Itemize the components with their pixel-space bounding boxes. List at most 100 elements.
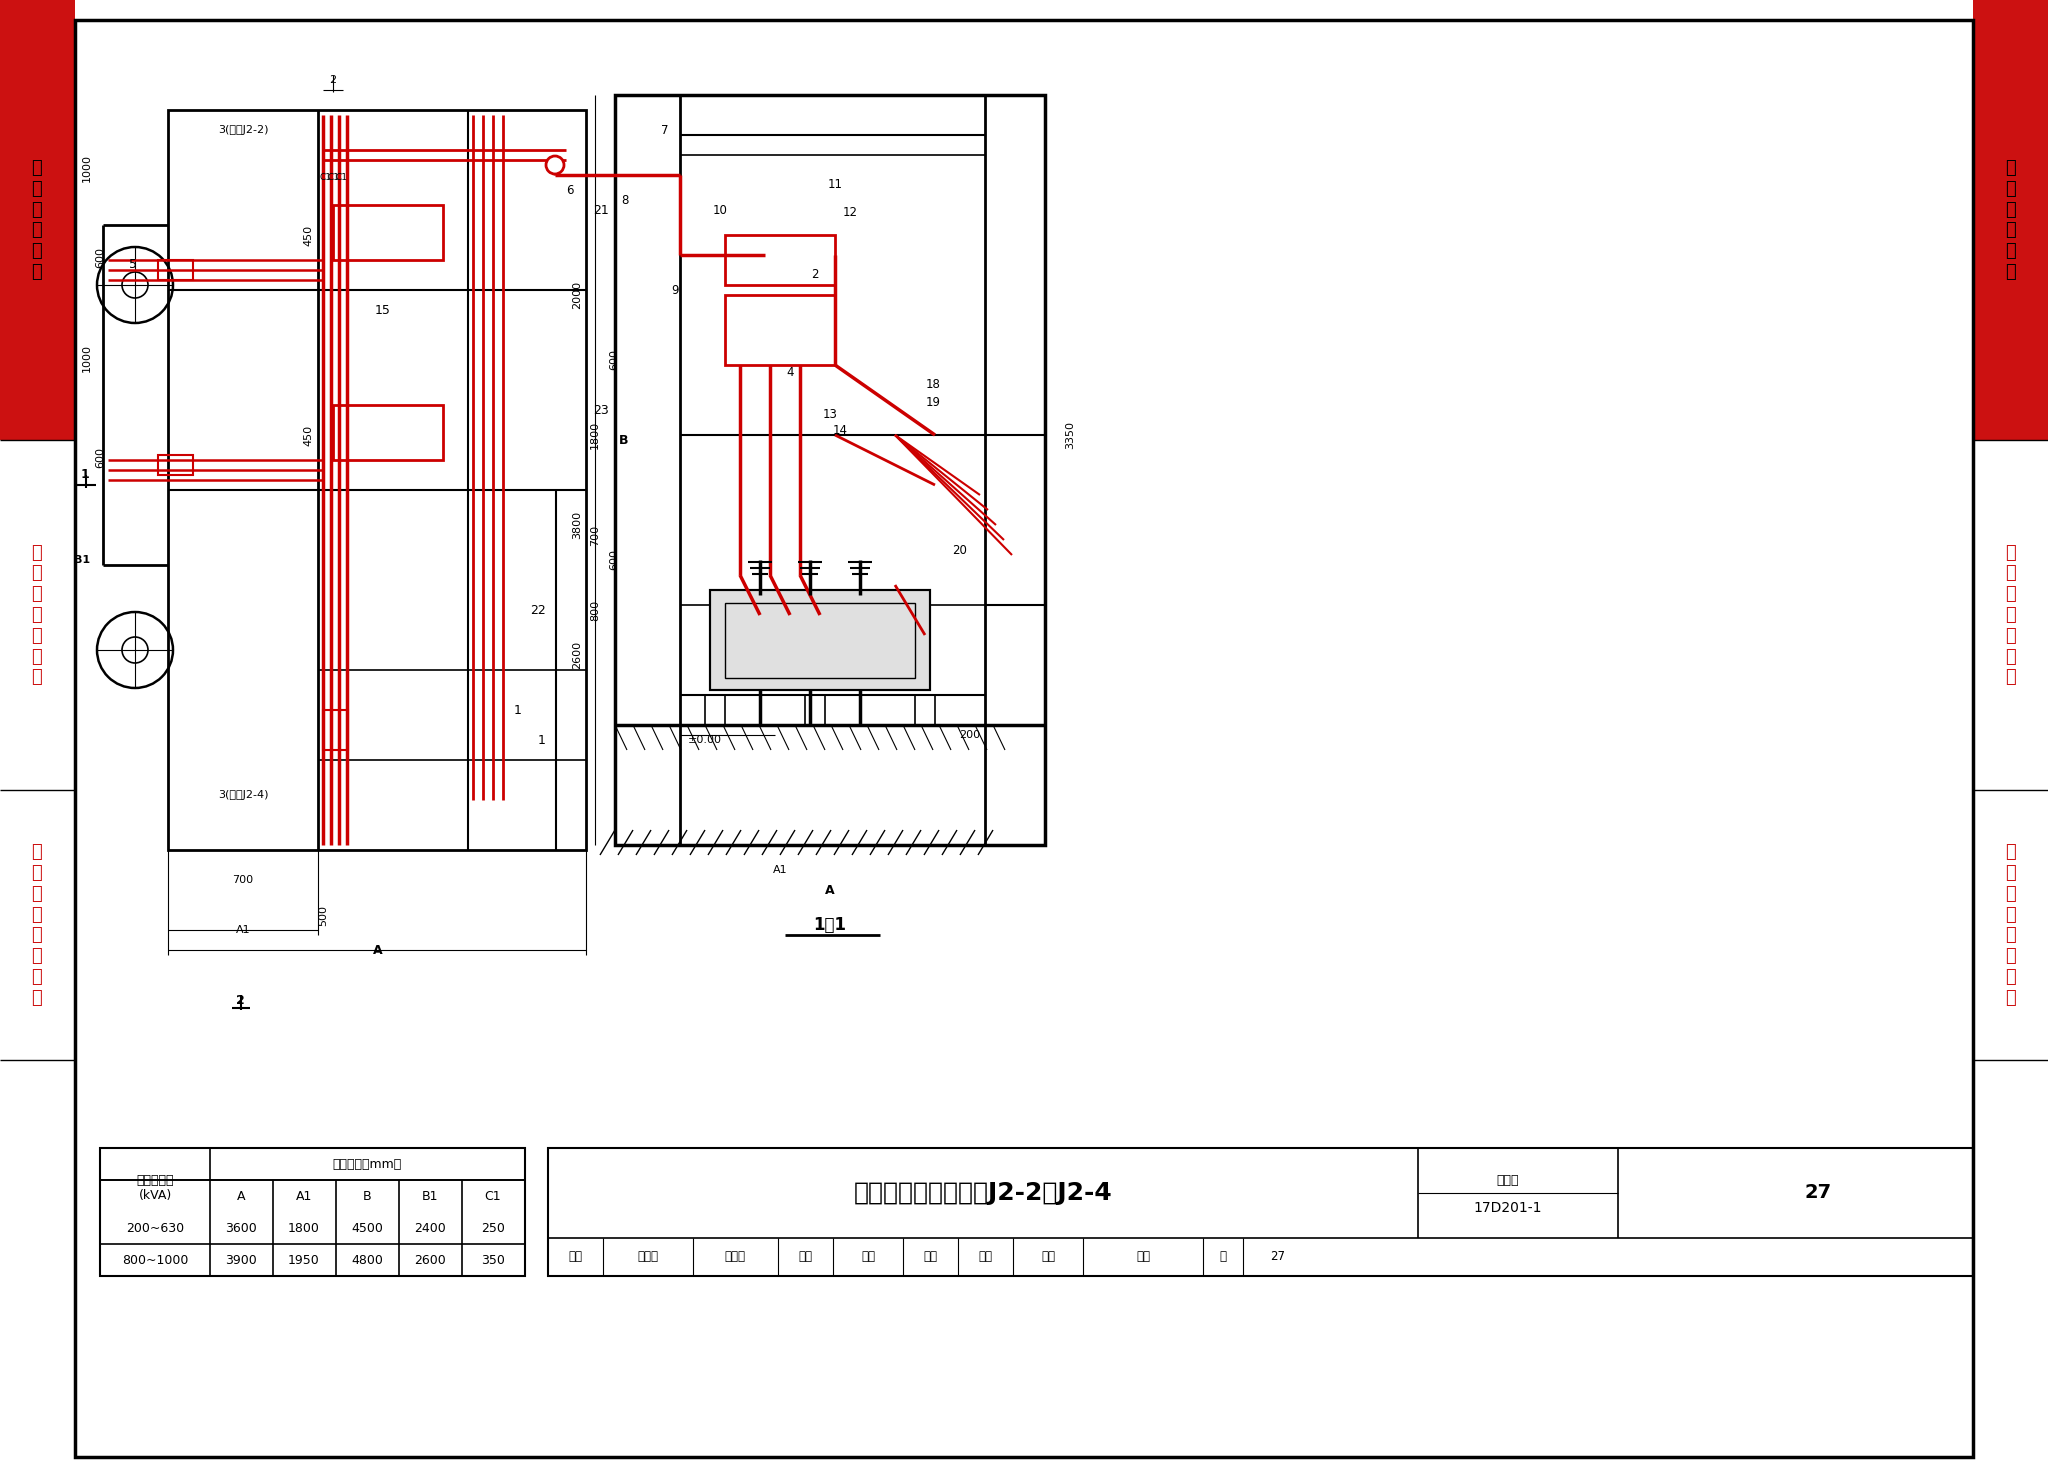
Bar	[725, 235, 836, 285]
Text: 5: 5	[129, 258, 137, 272]
Text: 20: 20	[952, 544, 967, 557]
Text: 23: 23	[594, 403, 608, 417]
Text: 陈旭: 陈旭	[860, 1251, 874, 1263]
Text: B1: B1	[422, 1189, 438, 1202]
Text: 1000: 1000	[82, 154, 92, 182]
Text: 18: 18	[926, 378, 940, 391]
Bar	[334, 205, 442, 260]
Bar	[334, 405, 442, 459]
Text: 4: 4	[786, 366, 795, 380]
Text: 3900: 3900	[225, 1254, 256, 1266]
Text: 17D201-1: 17D201-1	[1475, 1201, 1542, 1216]
Text: 2600: 2600	[414, 1254, 446, 1266]
Text: 19: 19	[926, 396, 940, 409]
Text: 3600: 3600	[225, 1221, 256, 1235]
Text: 600: 600	[608, 549, 618, 570]
Text: 1: 1	[530, 734, 547, 746]
Text: 土
建
设
计
任
务
图: 土 建 设 计 任 务 图	[2005, 544, 2015, 687]
Bar	[324, 710, 348, 750]
Text: 21: 21	[594, 204, 608, 217]
Text: 450: 450	[303, 225, 313, 245]
Text: 1000: 1000	[82, 344, 92, 372]
Text: 14: 14	[831, 424, 848, 437]
Text: 1800: 1800	[289, 1221, 319, 1235]
Bar	[705, 696, 725, 725]
Text: C1: C1	[328, 173, 340, 183]
Text: 3800: 3800	[571, 511, 582, 539]
Bar	[711, 589, 930, 690]
Text: 600: 600	[94, 248, 104, 269]
Text: 2: 2	[236, 994, 244, 1006]
Bar	[549, 1148, 1972, 1276]
Text: 3(方案J2-2): 3(方案J2-2)	[217, 126, 268, 134]
Text: 500: 500	[317, 904, 328, 926]
Bar	[805, 696, 825, 725]
Text: 1950: 1950	[289, 1254, 319, 1266]
Text: 600: 600	[608, 350, 618, 371]
Circle shape	[547, 157, 563, 174]
Text: ±0.00: ±0.00	[688, 736, 723, 744]
Text: 800: 800	[590, 600, 600, 620]
Text: A1: A1	[772, 866, 786, 874]
Text: 27: 27	[1270, 1251, 1286, 1263]
Text: C1: C1	[485, 1189, 502, 1202]
Text: 9: 9	[672, 284, 678, 297]
Text: 4800: 4800	[350, 1254, 383, 1266]
Text: B: B	[362, 1189, 371, 1202]
Text: 4500: 4500	[350, 1221, 383, 1235]
Text: A1: A1	[295, 1189, 311, 1202]
Bar	[158, 455, 193, 476]
Text: 变
压
器
室
布
置: 变 压 器 室 布 置	[31, 160, 43, 281]
Text: 27: 27	[1804, 1183, 1831, 1202]
Text: 土
建
设
计
任
务
图: 土 建 设 计 任 务 图	[31, 544, 43, 687]
Text: 变压器室电气布置图J2-2、J2-4: 变压器室电气布置图J2-2、J2-4	[854, 1182, 1112, 1205]
Text: C1: C1	[319, 173, 332, 183]
Text: 600: 600	[94, 448, 104, 468]
Text: 800~1000: 800~1000	[121, 1254, 188, 1266]
Bar	[1972, 0, 2048, 440]
Text: 2000: 2000	[571, 281, 582, 309]
Text: 700: 700	[231, 874, 254, 885]
Text: 沁机关: 沁机关	[725, 1251, 745, 1263]
Text: B1: B1	[74, 555, 90, 566]
Text: 3(方案J2-4): 3(方案J2-4)	[217, 790, 268, 801]
Text: 7: 7	[662, 124, 670, 136]
Text: 2: 2	[330, 75, 336, 86]
Text: 6: 6	[565, 183, 573, 196]
Text: 推荐尺寸（mm）: 推荐尺寸（mm）	[332, 1158, 401, 1170]
Bar	[158, 260, 193, 281]
Text: 200: 200	[958, 730, 981, 740]
Text: 13: 13	[823, 409, 838, 421]
Bar	[614, 95, 1044, 845]
Text: 1: 1	[80, 468, 90, 482]
Text: (kVA): (kVA)	[139, 1189, 172, 1202]
Text: 3350: 3350	[1065, 421, 1075, 449]
Text: A1: A1	[236, 925, 250, 935]
Text: 250: 250	[481, 1221, 506, 1235]
Text: 700: 700	[590, 524, 600, 545]
Text: 12: 12	[842, 207, 858, 220]
Text: 梁昆: 梁昆	[1040, 1251, 1055, 1263]
Text: 350: 350	[481, 1254, 506, 1266]
Text: A: A	[373, 944, 383, 957]
Text: 图集号: 图集号	[1497, 1174, 1520, 1188]
Text: 200~630: 200~630	[125, 1221, 184, 1235]
Bar	[915, 696, 936, 725]
Text: 450: 450	[303, 424, 313, 446]
Text: 变压器容量: 变压器容量	[137, 1174, 174, 1186]
Text: 常
用
设
备
构
件
安
装: 常 用 设 备 构 件 安 装	[2005, 843, 2015, 1007]
Text: 2600: 2600	[571, 641, 582, 669]
Text: 8: 8	[621, 193, 629, 207]
Text: 1－1: 1－1	[813, 916, 846, 933]
Bar	[725, 295, 836, 365]
Text: 标准: 标准	[924, 1251, 938, 1263]
Text: 梁昆: 梁昆	[1137, 1251, 1151, 1263]
Text: 1800: 1800	[590, 421, 600, 449]
Bar	[711, 589, 930, 690]
Bar	[100, 1148, 524, 1276]
Text: C1: C1	[336, 173, 346, 183]
Text: 页: 页	[1219, 1251, 1227, 1263]
Text: A: A	[825, 883, 836, 897]
Text: 2400: 2400	[414, 1221, 446, 1235]
Text: 审核: 审核	[567, 1251, 582, 1263]
